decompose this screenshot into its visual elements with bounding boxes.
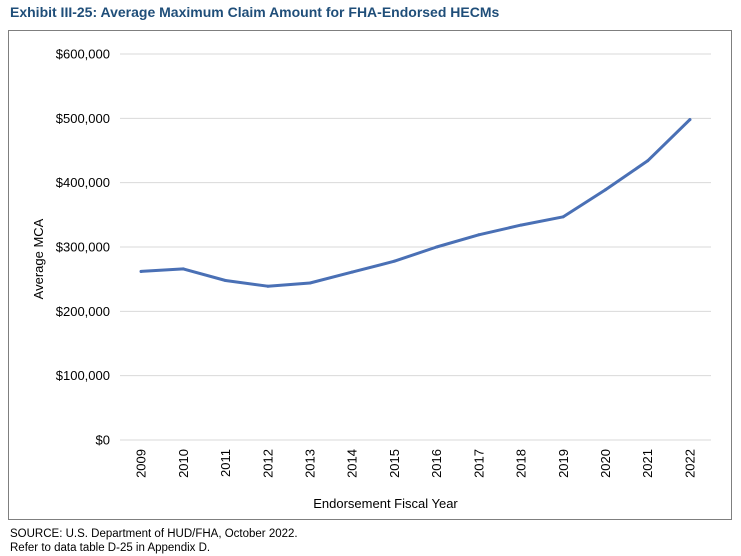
x-tick-label: 2021 <box>640 449 655 478</box>
y-tick-label: $0 <box>96 433 110 448</box>
x-tick-label: 2014 <box>345 449 360 478</box>
x-axis-label: Endorsement Fiscal Year <box>313 496 458 511</box>
x-tick-label: 2019 <box>556 449 571 478</box>
x-tick-label: 2015 <box>387 449 402 478</box>
series-line <box>139 118 692 288</box>
data-point <box>181 267 185 271</box>
line-chart: $0 $100,000 $200,000 $300,000 $400,000 $500,0… <box>31 47 711 511</box>
series-layer <box>139 118 692 288</box>
data-point <box>561 215 565 219</box>
y-tick-label: $400,000 <box>56 175 110 190</box>
x-tick-label: 2016 <box>429 449 444 478</box>
data-point <box>350 270 354 274</box>
source-line: SOURCE: U.S. Department of HUD/FHA, Octo… <box>10 528 298 540</box>
refer-line: Refer to data table D-25 in Appendix D. <box>10 542 211 554</box>
data-point <box>688 118 692 122</box>
x-tick-label: 2010 <box>176 449 191 478</box>
data-point <box>603 188 607 192</box>
y-axis-label: Average MCA <box>31 218 46 299</box>
data-point <box>646 159 650 163</box>
exhibit-title: Exhibit III-25: Average Maximum Claim Am… <box>10 4 500 20</box>
x-tick-label: 2020 <box>598 449 613 478</box>
x-tick-label: 2011 <box>218 449 233 477</box>
x-tick-label: 2022 <box>682 449 697 478</box>
data-point <box>139 269 143 273</box>
x-tick-label: 2018 <box>514 449 529 478</box>
y-axis-ticks: $0 $100,000 $200,000 $300,000 $400,000 $500,0… <box>56 47 110 448</box>
x-tick-label: 2012 <box>260 449 275 478</box>
chart-frame: $0 $100,000 $200,000 $300,000 $400,000 $500,0… <box>8 30 732 520</box>
x-axis-ticks: 2009 2010 2011 2012 2013 2014 2015 2016 2017 2018… <box>134 449 698 478</box>
gridlines <box>120 53 711 441</box>
data-point <box>392 259 396 263</box>
y-tick-label: $100,000 <box>56 368 110 383</box>
x-tick-label: 2017 <box>471 449 486 478</box>
x-tick-label: 2013 <box>302 449 317 478</box>
data-point <box>477 233 481 237</box>
data-point <box>519 223 523 227</box>
y-tick-label: $500,000 <box>56 111 110 126</box>
data-point <box>435 245 439 249</box>
x-tick-label: 2009 <box>134 449 149 478</box>
y-tick-label: $300,000 <box>56 240 110 255</box>
data-point <box>224 278 228 282</box>
y-tick-label: $200,000 <box>56 304 110 319</box>
data-point <box>266 284 270 288</box>
y-tick-label: $600,000 <box>56 47 110 62</box>
data-point <box>308 281 312 285</box>
source-note: SOURCE: U.S. Department of HUD/FHA, Octo… <box>10 527 298 555</box>
